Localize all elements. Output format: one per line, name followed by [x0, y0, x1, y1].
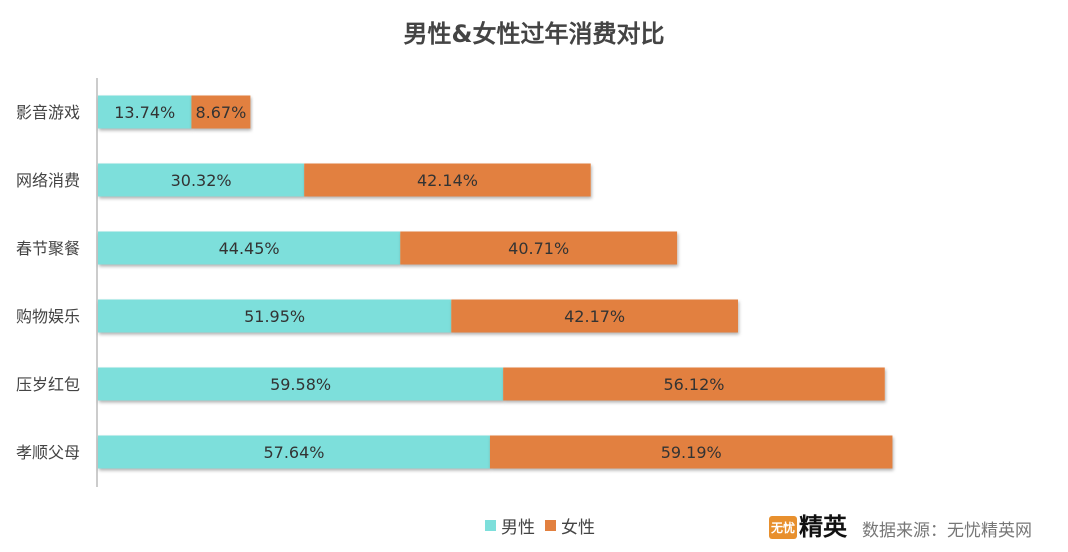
legend-item-female: 女性: [545, 513, 595, 538]
female-bar: [451, 299, 739, 333]
male-data-label: 51.95%: [244, 307, 305, 326]
female-data-label: 42.14%: [417, 171, 478, 190]
male-bar: [98, 299, 452, 333]
female-bar: [489, 435, 893, 469]
male-bar: [98, 95, 192, 129]
legend-item-male: 男性: [485, 513, 535, 538]
male-data-label: 44.45%: [219, 239, 280, 258]
category-label: 网络消费: [16, 171, 80, 190]
category-label: 影音游戏: [16, 103, 80, 122]
male-data-label: 13.74%: [114, 103, 175, 122]
category-label: 孝顺父母: [16, 443, 80, 462]
female-bar: [503, 367, 885, 401]
female-bar: [400, 231, 678, 265]
female-data-label: 8.67%: [195, 103, 246, 122]
legend-label-female: 女性: [561, 518, 595, 538]
male-data-label: 30.32%: [171, 171, 232, 190]
female-data-label: 59.19%: [661, 443, 722, 462]
female-data-label: 42.17%: [564, 307, 625, 326]
legend-swatch-male: [485, 520, 496, 531]
female-data-label: 40.71%: [508, 239, 569, 258]
female-data-label: 56.12%: [663, 375, 724, 394]
male-bar: [98, 163, 305, 197]
category-label: 压岁红包: [16, 375, 80, 394]
male-data-label: 59.58%: [270, 375, 331, 394]
data-source: 数据来源：无忧精英网: [862, 521, 1032, 541]
brand-logo: 无忧 精英: [769, 514, 847, 540]
logo-badge: 无忧: [769, 515, 798, 539]
logo-text: 精英: [799, 513, 848, 541]
category-label: 购物娱乐: [16, 307, 80, 326]
male-data-label: 57.64%: [263, 443, 324, 462]
legend-swatch-female: [545, 520, 556, 531]
category-label: 春节聚餐: [16, 239, 80, 258]
male-bar: [98, 231, 401, 265]
legend-label-male: 男性: [501, 518, 535, 538]
male-bar: [98, 435, 490, 469]
chart-title: 男性&女性过年消费对比: [403, 20, 665, 48]
female-bar: [191, 95, 251, 129]
male-bar: [98, 367, 504, 401]
female-bar: [304, 163, 591, 197]
